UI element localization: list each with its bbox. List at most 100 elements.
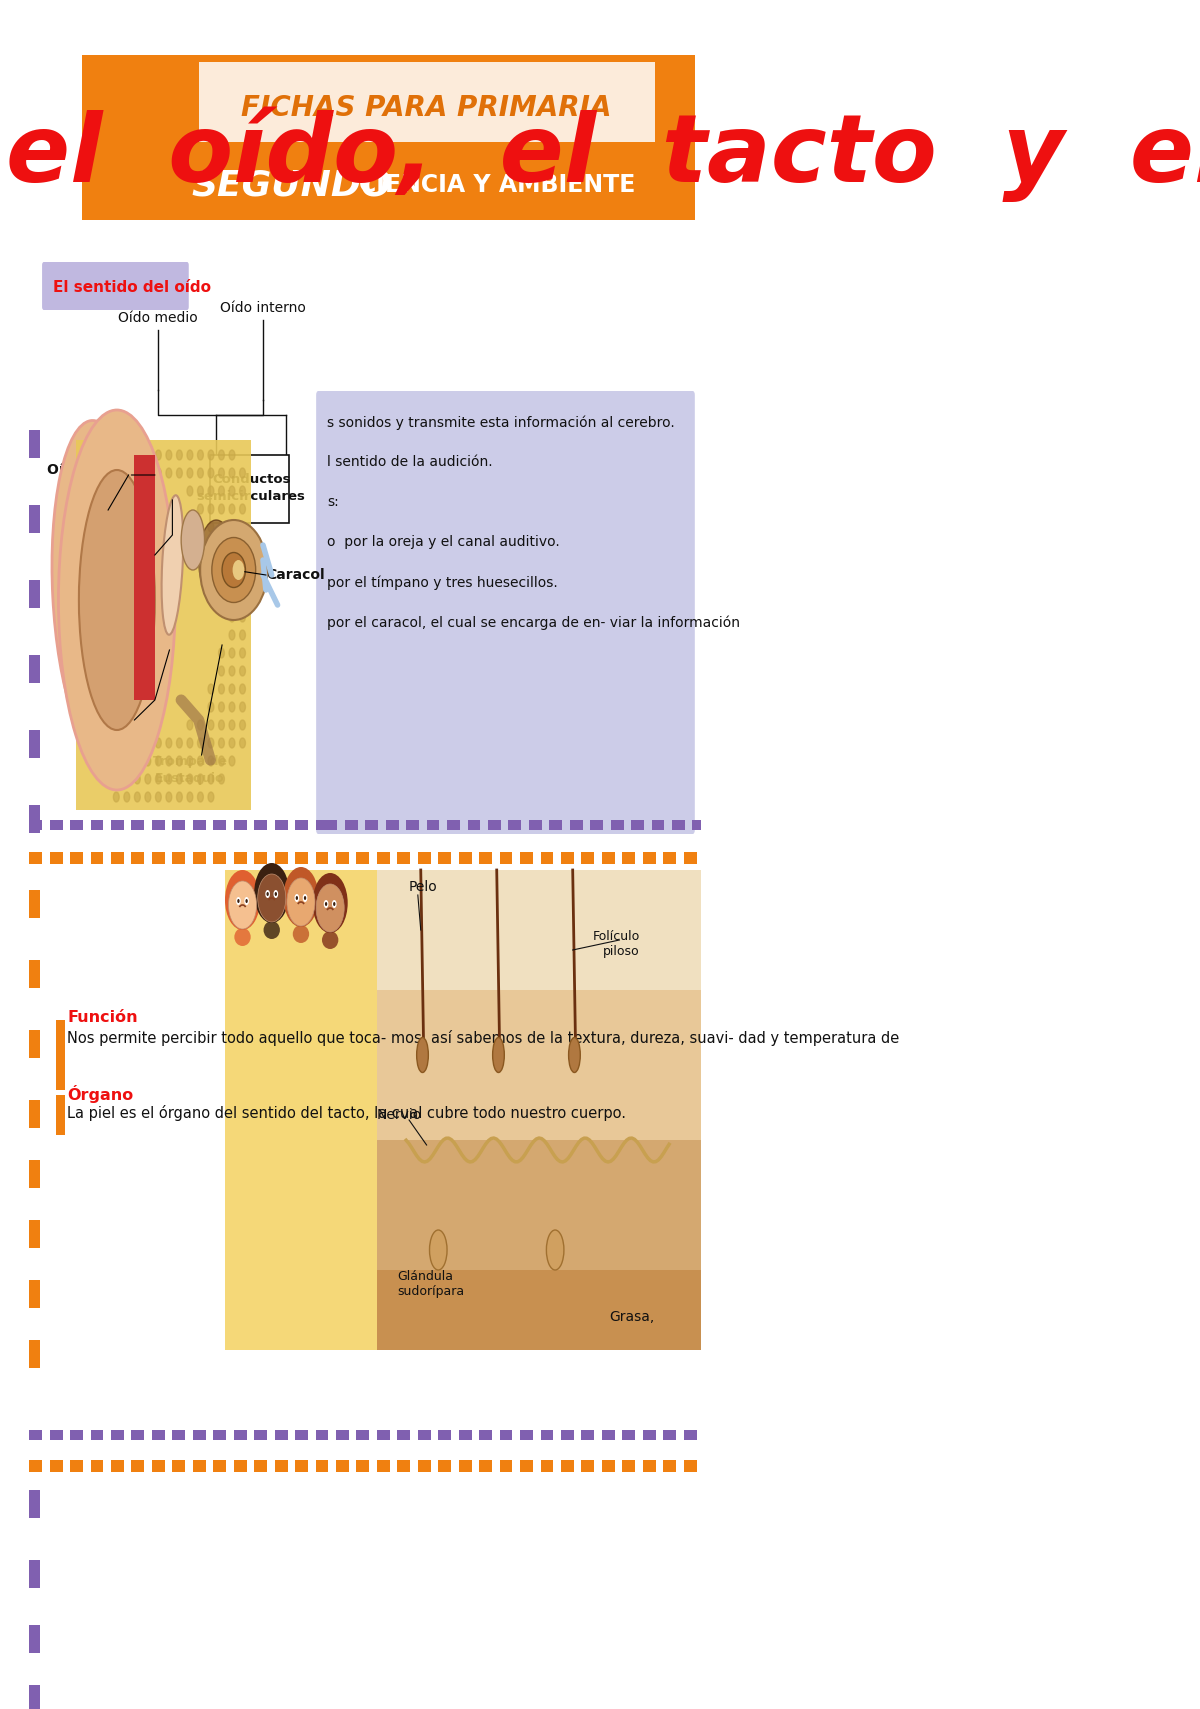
- Text: Conducto: Conducto: [84, 735, 150, 749]
- Circle shape: [156, 449, 161, 460]
- Ellipse shape: [322, 931, 338, 948]
- Circle shape: [240, 667, 246, 677]
- Circle shape: [166, 755, 172, 766]
- Bar: [214, 853, 226, 865]
- Circle shape: [82, 612, 88, 622]
- Bar: [112, 1430, 124, 1441]
- Circle shape: [245, 897, 248, 906]
- Circle shape: [208, 521, 214, 531]
- Circle shape: [82, 702, 88, 713]
- Circle shape: [229, 485, 235, 496]
- Circle shape: [103, 559, 109, 567]
- Bar: [152, 1430, 164, 1441]
- Circle shape: [294, 894, 299, 902]
- Bar: [254, 1459, 268, 1471]
- Ellipse shape: [79, 470, 155, 730]
- Circle shape: [176, 791, 182, 802]
- Bar: [602, 853, 614, 865]
- Circle shape: [113, 468, 119, 479]
- Circle shape: [313, 873, 348, 933]
- Circle shape: [134, 485, 140, 496]
- Text: Órgano: Órgano: [67, 1085, 133, 1102]
- Circle shape: [113, 755, 119, 766]
- Circle shape: [240, 540, 246, 550]
- Circle shape: [218, 648, 224, 658]
- Bar: [29, 805, 40, 832]
- Circle shape: [82, 631, 88, 639]
- Bar: [520, 1459, 533, 1471]
- Circle shape: [145, 755, 151, 766]
- Bar: [602, 1459, 614, 1471]
- Circle shape: [208, 719, 214, 730]
- Circle shape: [82, 738, 88, 749]
- Bar: [438, 1430, 451, 1441]
- Bar: [29, 853, 42, 865]
- Circle shape: [208, 684, 214, 694]
- Bar: [193, 1459, 205, 1471]
- Circle shape: [92, 504, 98, 514]
- Ellipse shape: [52, 420, 146, 759]
- Bar: [582, 1459, 594, 1471]
- Circle shape: [208, 468, 214, 479]
- Circle shape: [92, 595, 98, 603]
- Bar: [426, 820, 439, 831]
- Circle shape: [240, 719, 246, 730]
- Circle shape: [198, 774, 203, 784]
- Circle shape: [246, 899, 247, 902]
- Circle shape: [145, 791, 151, 802]
- Circle shape: [113, 719, 119, 730]
- Circle shape: [229, 468, 235, 479]
- Bar: [643, 1430, 655, 1441]
- Ellipse shape: [569, 1037, 581, 1073]
- Circle shape: [166, 468, 172, 479]
- Bar: [316, 1430, 329, 1441]
- Bar: [377, 853, 390, 865]
- Circle shape: [198, 468, 203, 479]
- Circle shape: [82, 521, 88, 531]
- Bar: [438, 1459, 451, 1471]
- Circle shape: [274, 890, 278, 897]
- Bar: [29, 1490, 40, 1518]
- Circle shape: [325, 902, 328, 906]
- Circle shape: [229, 449, 235, 460]
- Circle shape: [82, 576, 88, 586]
- Circle shape: [103, 521, 109, 531]
- Bar: [173, 1430, 185, 1441]
- Bar: [214, 1459, 226, 1471]
- Bar: [562, 853, 574, 865]
- Circle shape: [218, 468, 224, 479]
- Bar: [458, 1430, 472, 1441]
- Text: s:: s:: [328, 496, 340, 509]
- Circle shape: [208, 738, 214, 749]
- Bar: [643, 853, 655, 865]
- Text: El sentido del oído: El sentido del oído: [53, 280, 210, 296]
- Bar: [562, 1459, 574, 1471]
- Circle shape: [82, 485, 88, 496]
- Circle shape: [266, 892, 269, 896]
- Circle shape: [103, 684, 109, 694]
- Circle shape: [124, 485, 130, 496]
- Circle shape: [295, 896, 298, 901]
- Circle shape: [156, 774, 161, 784]
- Polygon shape: [134, 455, 155, 701]
- Circle shape: [92, 684, 98, 694]
- Circle shape: [198, 504, 203, 514]
- Bar: [488, 820, 500, 831]
- Bar: [582, 853, 594, 865]
- Ellipse shape: [59, 410, 175, 790]
- Bar: [336, 853, 349, 865]
- Circle shape: [176, 774, 182, 784]
- Circle shape: [166, 449, 172, 460]
- Bar: [652, 820, 665, 831]
- Text: el  oído,  el  tacto  y  el  gu: el oído, el tacto y el gu: [6, 108, 1200, 203]
- Text: FICHAS PARA PRIMARIA: FICHAS PARA PRIMARIA: [241, 94, 612, 121]
- Circle shape: [92, 738, 98, 749]
- Bar: [29, 960, 40, 988]
- Bar: [199, 62, 654, 142]
- Circle shape: [124, 468, 130, 479]
- Circle shape: [124, 755, 130, 766]
- Bar: [275, 853, 288, 865]
- Bar: [210, 455, 289, 523]
- FancyBboxPatch shape: [224, 1049, 432, 1350]
- Circle shape: [166, 738, 172, 749]
